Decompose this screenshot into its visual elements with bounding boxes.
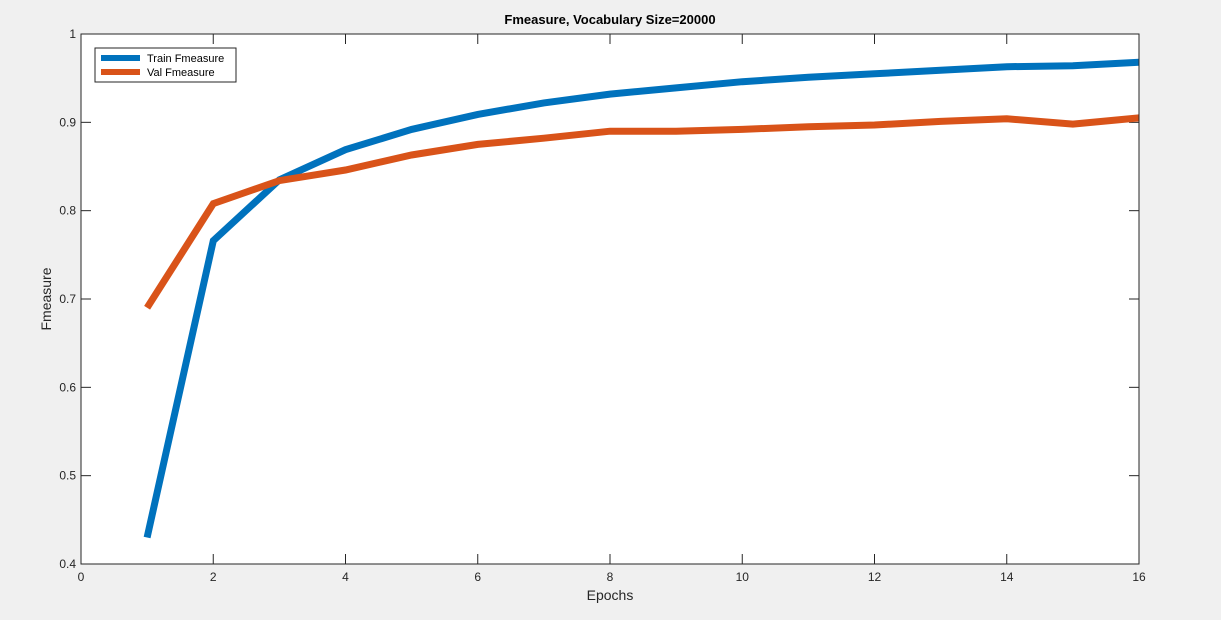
chart-title: Fmeasure, Vocabulary Size=20000 bbox=[504, 12, 715, 27]
y-tick-label: 1 bbox=[69, 27, 76, 41]
series-lines bbox=[143, 58, 1140, 539]
y-tick-label: 0.9 bbox=[59, 115, 76, 129]
plot-area bbox=[81, 34, 1139, 564]
legend-box bbox=[94, 47, 237, 83]
y-tick-label: 0.4 bbox=[59, 557, 76, 571]
series-line-val bbox=[144, 114, 1140, 310]
x-tick-labels: 0 2 4 6 8 10 12 14 16 bbox=[78, 570, 1146, 584]
axes-box bbox=[80, 33, 1140, 565]
y-axis-label: Fmeasure bbox=[38, 267, 54, 330]
y-tick-labels: 0.4 0.5 0.6 0.7 0.8 0.9 1 bbox=[59, 27, 76, 571]
y-tick-label: 0.7 bbox=[59, 292, 76, 306]
x-tick-label: 14 bbox=[1000, 570, 1014, 584]
series-line-train bbox=[143, 58, 1140, 539]
x-tick-label: 0 bbox=[78, 570, 85, 584]
x-tick-label: 12 bbox=[868, 570, 882, 584]
x-tick-label: 16 bbox=[1132, 570, 1146, 584]
x-tick-label: 10 bbox=[736, 570, 750, 584]
x-axis-label: Epochs bbox=[587, 587, 634, 603]
x-tick-label: 4 bbox=[342, 570, 349, 584]
y-tick-label: 0.5 bbox=[59, 469, 76, 483]
y-tick-label: 0.6 bbox=[59, 380, 76, 394]
legend-label-val: Val Fmeasure bbox=[147, 67, 215, 79]
legend[interactable]: Train Fmeasure Val Fmeasure bbox=[94, 47, 237, 83]
x-tick-label: 6 bbox=[474, 570, 481, 584]
legend-label-train: Train Fmeasure bbox=[147, 53, 224, 65]
x-tick-label: 2 bbox=[210, 570, 217, 584]
x-tick-label: 8 bbox=[607, 570, 614, 584]
y-tick-label: 0.8 bbox=[59, 204, 76, 218]
